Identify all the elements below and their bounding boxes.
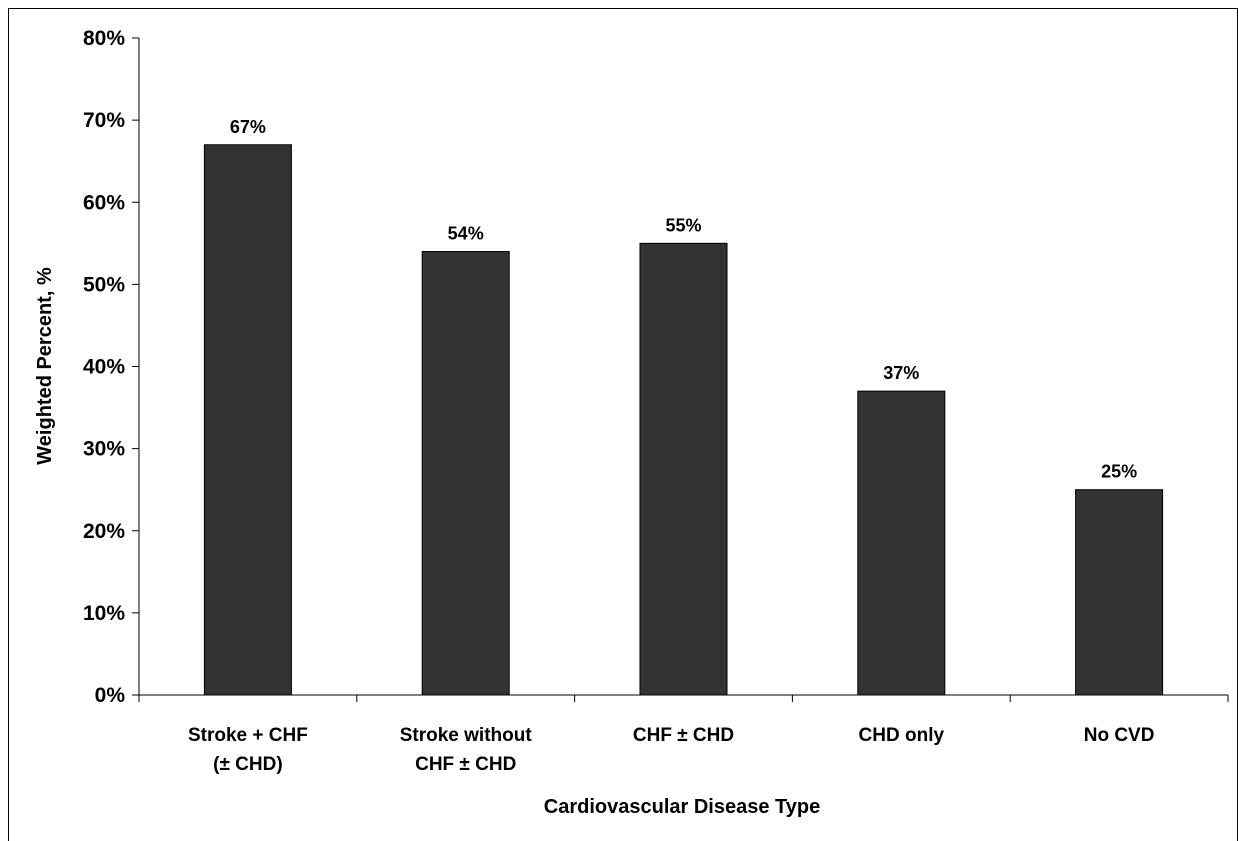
bar	[1075, 489, 1164, 696]
y-tick-label: 60%	[83, 191, 125, 214]
bar	[421, 251, 510, 696]
y-tick-label: 20%	[83, 520, 125, 543]
data-labels: 67% 54% 55% 37% 25%	[230, 117, 1137, 482]
data-label: 37%	[883, 363, 919, 383]
y-axis: 0% 10% 20% 30% 40% 50% 60% 70% 80%	[83, 27, 140, 707]
x-axis-title: Cardiovascular Disease Type	[544, 796, 820, 818]
y-tick-label: 70%	[83, 109, 125, 132]
data-label: 25%	[1101, 462, 1137, 482]
x-category-label: (± CHD)	[213, 754, 283, 775]
bars	[203, 144, 1164, 696]
x-category-label: CHD only	[859, 725, 945, 746]
bar	[639, 242, 728, 696]
y-tick-label: 40%	[83, 356, 125, 379]
y-axis-title: Weighted Percent, %	[34, 267, 56, 465]
x-category-label: Stroke + CHF	[188, 725, 308, 746]
y-tick-label: 30%	[83, 438, 125, 461]
y-tick-label: 0%	[95, 684, 126, 707]
data-label: 54%	[448, 224, 484, 244]
y-tick-label: 80%	[83, 27, 125, 50]
x-category-label: CHF ± CHD	[633, 725, 734, 746]
x-category-label: Stroke without	[400, 725, 533, 746]
y-tick-label: 10%	[83, 602, 125, 625]
data-label: 67%	[230, 117, 266, 137]
y-tick-label: 50%	[83, 273, 125, 296]
bar	[203, 144, 292, 696]
x-category-label: CHF ± CHD	[415, 754, 516, 775]
x-category-label: No CVD	[1084, 725, 1155, 746]
x-axis: Stroke + CHF (± CHD) Stroke without CHF ± C…	[138, 694, 1229, 775]
data-label: 55%	[665, 215, 701, 235]
bar	[857, 390, 946, 696]
